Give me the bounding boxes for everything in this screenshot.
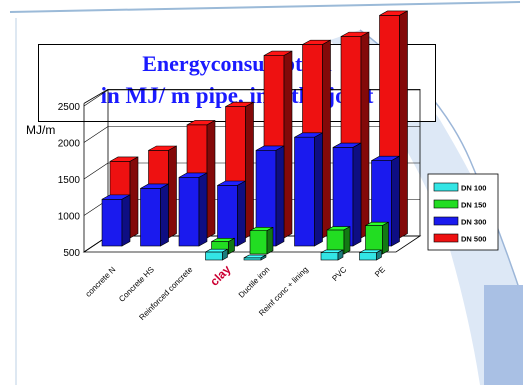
bar-dn-100-pvc	[320, 249, 344, 261]
x-tick-label-concrete-hs: Concrete HS	[117, 265, 156, 304]
y-tick-label: 2000	[58, 139, 81, 150]
legend-label-dn-100: DN 100	[461, 184, 486, 193]
x-tick-label-pe: PE	[373, 265, 387, 279]
x-tick-label-ductile-iron: Ductile iron	[237, 265, 272, 300]
legend-swatch-dn-300	[433, 216, 459, 226]
bar-dn-300-reinforced-concrete	[178, 172, 208, 247]
y-axis-label: MJ/m	[26, 123, 55, 137]
gridline-side	[83, 89, 109, 107]
bar-dn-300-reinf-conc-lining	[294, 132, 323, 247]
bar-dn-100-clay	[205, 248, 228, 261]
chart-title-line-1: Energyconsumption	[142, 51, 332, 76]
bar-dn-150-pvc	[326, 226, 351, 255]
bar-dn-150-ductile-iron	[249, 226, 274, 255]
legend-label-dn-150: DN 150	[461, 201, 486, 210]
bar-dn-300-concrete-n	[101, 194, 131, 247]
legend-swatch-dn-100	[433, 182, 459, 192]
x-tick-label-clay: clay	[207, 262, 234, 289]
legend-swatch-dn-500	[433, 233, 459, 243]
y-tick-label: 500	[63, 248, 80, 259]
y-tick-label: 1000	[58, 212, 81, 223]
bar-dn-300-ductile-iron	[255, 145, 285, 247]
legend-label-dn-500: DN 500	[461, 235, 486, 244]
bar-dn-300-clay	[217, 180, 246, 247]
gridline-side	[83, 162, 109, 180]
bar-dn-150-pe	[365, 221, 389, 255]
x-tick-label-pvc: PVC	[330, 265, 348, 283]
legend-swatch-dn-150	[433, 199, 459, 209]
x-tick-label-concrete-n: concrete N	[84, 265, 118, 299]
legend-label-dn-300: DN 300	[461, 218, 486, 227]
bar-dn-100-pe	[359, 249, 382, 261]
bar-dn-100-ductile-iron	[243, 254, 267, 261]
bar-dn-300-concrete-hs	[140, 183, 169, 247]
side-wall-top	[83, 89, 109, 104]
y-tick-label: 1500	[58, 175, 81, 186]
y-tick-label: 2500	[58, 102, 81, 113]
gridline-side	[83, 126, 109, 143]
